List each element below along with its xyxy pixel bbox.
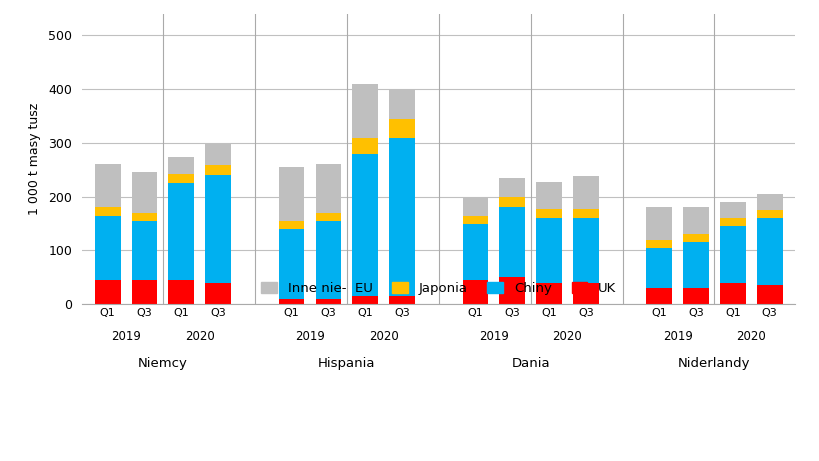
Bar — [572, 176, 598, 208]
Bar — [315, 165, 341, 213]
Text: 2020: 2020 — [184, 331, 215, 343]
Bar — [132, 213, 157, 221]
Bar — [499, 278, 524, 304]
Bar — [315, 221, 341, 299]
Text: 2019: 2019 — [295, 331, 324, 343]
Bar — [132, 172, 157, 213]
Bar — [499, 207, 524, 278]
Bar — [536, 283, 561, 304]
Bar — [95, 216, 120, 280]
Text: 2019: 2019 — [478, 331, 508, 343]
Bar — [572, 208, 598, 218]
Bar — [756, 194, 781, 210]
Bar — [388, 89, 414, 119]
Bar — [132, 221, 157, 280]
Bar — [682, 242, 708, 288]
Bar — [719, 218, 744, 226]
Bar — [278, 299, 304, 304]
Bar — [205, 165, 231, 175]
Bar — [95, 165, 120, 207]
Y-axis label: 1 000 t masy tusz: 1 000 t masy tusz — [29, 103, 41, 215]
Bar — [352, 296, 378, 304]
Bar — [168, 158, 194, 174]
Bar — [462, 197, 488, 215]
Bar — [645, 207, 672, 240]
Bar — [315, 213, 341, 221]
Bar — [132, 280, 157, 304]
Bar — [352, 154, 378, 296]
Bar — [719, 202, 744, 218]
Bar — [682, 207, 708, 234]
Bar — [536, 218, 561, 283]
Bar — [388, 137, 414, 296]
Bar — [315, 299, 341, 304]
Legend: Inne nie-  EU, Japonia, Chiny, UK: Inne nie- EU, Japonia, Chiny, UK — [256, 277, 621, 301]
Bar — [499, 197, 524, 207]
Text: 2019: 2019 — [662, 331, 692, 343]
Bar — [205, 144, 231, 165]
Bar — [95, 207, 120, 215]
Bar — [205, 283, 231, 304]
Text: 2020: 2020 — [369, 331, 398, 343]
Bar — [719, 226, 744, 283]
Bar — [462, 224, 488, 280]
Bar — [499, 178, 524, 197]
Bar — [352, 84, 378, 137]
Bar — [278, 221, 304, 229]
Bar — [756, 218, 781, 285]
Text: Niemcy: Niemcy — [138, 356, 188, 370]
Bar — [719, 283, 744, 304]
Text: 2020: 2020 — [552, 331, 581, 343]
Bar — [572, 218, 598, 283]
Bar — [756, 285, 781, 304]
Bar — [645, 240, 672, 248]
Bar — [388, 296, 414, 304]
Bar — [168, 183, 194, 280]
Text: Dania: Dania — [511, 356, 550, 370]
Text: 2020: 2020 — [735, 331, 765, 343]
Bar — [645, 288, 672, 304]
Bar — [756, 210, 781, 218]
Bar — [95, 280, 120, 304]
Bar — [388, 119, 414, 137]
Bar — [168, 174, 194, 183]
Text: Niderlandy: Niderlandy — [677, 356, 750, 370]
Bar — [572, 283, 598, 304]
Bar — [205, 175, 231, 283]
Bar — [278, 167, 304, 221]
Bar — [536, 182, 561, 208]
Bar — [168, 280, 194, 304]
Bar — [462, 215, 488, 224]
Bar — [682, 288, 708, 304]
Bar — [645, 248, 672, 288]
Bar — [462, 280, 488, 304]
Text: 2019: 2019 — [111, 331, 141, 343]
Bar — [278, 229, 304, 299]
Bar — [352, 137, 378, 154]
Bar — [682, 234, 708, 242]
Bar — [536, 208, 561, 218]
Text: Hispania: Hispania — [318, 356, 375, 370]
